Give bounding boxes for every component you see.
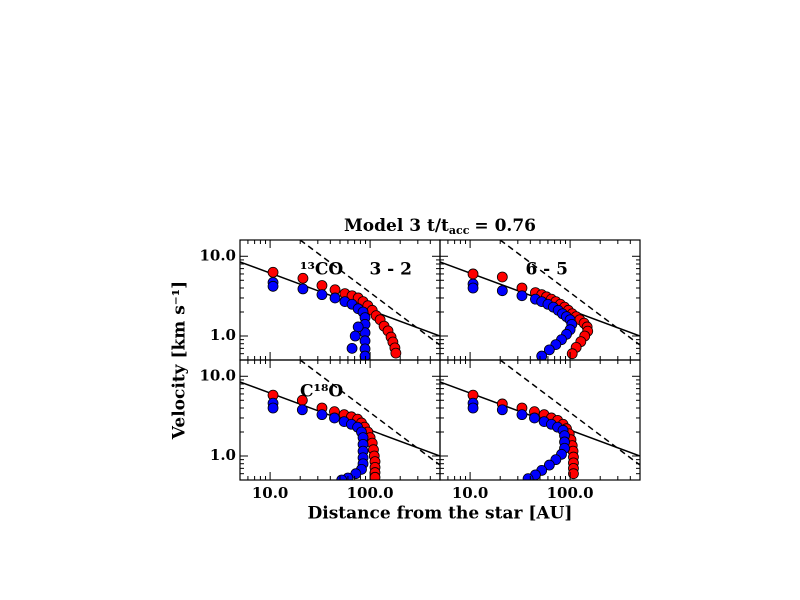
transition-label: 3 - 2 (369, 260, 412, 280)
data-point (529, 412, 540, 424)
panel (240, 360, 440, 480)
title-subscript: acc (449, 224, 470, 237)
data-point (467, 268, 479, 280)
data-point (297, 283, 309, 295)
y-axis-label: Velocity [km s⁻¹] (170, 281, 190, 440)
data-point (369, 471, 381, 480)
data-point (516, 409, 528, 421)
data-point (496, 404, 508, 416)
data-point (543, 344, 555, 356)
reference-line (299, 240, 440, 346)
data-point (316, 289, 328, 301)
title-suffix: = 0.76 (474, 216, 536, 236)
reference-line (499, 240, 640, 346)
panel (240, 240, 440, 360)
y-tick-label: 10.0 (199, 246, 236, 264)
data-point (336, 474, 348, 480)
x-tick-label: 100.0 (347, 484, 394, 502)
panel-label: C¹⁸O (300, 382, 343, 402)
panel-label: ¹³CO (300, 260, 343, 280)
panel (440, 240, 640, 360)
data-point (496, 285, 508, 297)
panel (440, 360, 640, 480)
data-point (316, 280, 328, 291)
y-tick-label: 10.0 (199, 366, 236, 384)
data-point (496, 271, 508, 283)
data-point (267, 266, 279, 278)
title-main: Model 3 t/t (344, 216, 449, 236)
data-point (568, 468, 579, 480)
x-tick-label: 100.0 (547, 484, 594, 502)
data-point (467, 402, 479, 414)
reference-line (499, 360, 640, 466)
data-point (267, 280, 279, 292)
data-point (516, 290, 528, 302)
data-point (467, 282, 479, 294)
data-point (267, 402, 279, 414)
y-tick-label: 1.0 (210, 446, 236, 464)
x-tick-label: 10.0 (252, 484, 289, 502)
figure-title: Model 3 t/tacc = 0.76 (344, 216, 536, 238)
data-point (346, 342, 358, 354)
data-point (352, 321, 364, 333)
data-point (349, 330, 361, 342)
data-point (536, 350, 548, 360)
transition-label: 6 - 5 (525, 260, 568, 280)
y-tick-label: 1.0 (210, 326, 236, 344)
data-point (316, 409, 328, 421)
data-point (329, 412, 340, 424)
data-point (297, 272, 309, 284)
reference-line (299, 360, 440, 466)
data-point (522, 473, 534, 480)
x-axis-label: Distance from the star [AU] (308, 504, 573, 524)
x-tick-label: 10.0 (452, 484, 489, 502)
data-point (296, 404, 308, 416)
data-point (543, 459, 555, 471)
data-point (329, 292, 341, 304)
data-point (390, 347, 402, 359)
data-point (566, 348, 578, 360)
